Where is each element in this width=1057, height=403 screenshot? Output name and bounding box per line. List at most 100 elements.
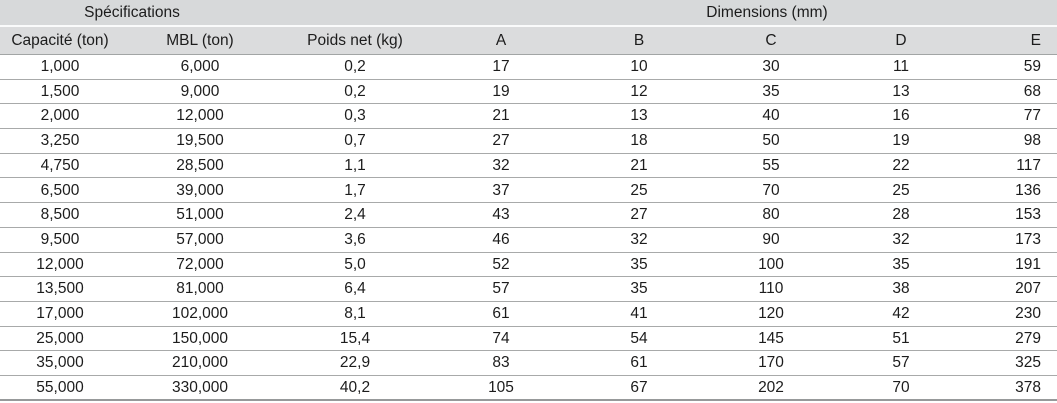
table-cell: 35,000 — [0, 350, 120, 376]
table-cell: 40,2 — [280, 375, 430, 402]
table-cell: 105 — [430, 375, 572, 402]
table-cell: 30 — [706, 54, 836, 80]
table-cell: 21 — [572, 153, 706, 179]
table-row: 35,000 210,000 22,9 83 61 170 57 325 — [0, 350, 1057, 376]
table-cell: 19,500 — [120, 128, 280, 154]
table-cell: 32 — [430, 153, 572, 179]
table-cell: 50 — [706, 128, 836, 154]
table-cell: 28 — [836, 202, 966, 228]
table-row: 4,750 28,500 1,1 32 21 55 22 117 — [0, 153, 1057, 179]
group-header-specifications: Spécifications — [84, 3, 180, 21]
table-cell: 67 — [572, 375, 706, 402]
column-header-row: Capacité (ton) MBL (ton) Poids net (kg) A B C… — [0, 26, 1057, 55]
table-cell: 40 — [706, 103, 836, 130]
table-row: 9,500 57,000 3,6 46 32 90 32 173 — [0, 227, 1057, 253]
table-cell: 120 — [706, 301, 836, 327]
table-cell: 51,000 — [120, 202, 280, 228]
table-cell: 51 — [836, 326, 966, 352]
column-header: Capacité (ton) — [0, 26, 120, 55]
table-cell: 325 — [966, 350, 1057, 376]
table-cell: 61 — [572, 350, 706, 376]
table-cell: 38 — [836, 276, 966, 302]
table-cell: 52 — [430, 252, 572, 278]
table-cell: 17,000 — [0, 301, 120, 327]
table-cell: 35 — [572, 276, 706, 302]
table-cell: 11 — [836, 54, 966, 80]
table-cell: 25,000 — [0, 326, 120, 352]
table-cell: 68 — [966, 79, 1057, 105]
table-cell: 1,500 — [0, 79, 120, 105]
table-cell: 16 — [836, 103, 966, 130]
table-cell: 28,500 — [120, 153, 280, 179]
table-cell: 37 — [430, 177, 572, 204]
table-cell: 70 — [836, 375, 966, 402]
table-cell: 25 — [836, 177, 966, 204]
table-cell: 13 — [836, 79, 966, 105]
table-cell: 1,7 — [280, 177, 430, 204]
table-cell: 55 — [706, 153, 836, 179]
table-cell: 145 — [706, 326, 836, 352]
table-cell: 21 — [430, 103, 572, 130]
table-cell: 13,500 — [0, 276, 120, 302]
table-cell: 59 — [966, 54, 1057, 80]
table-cell: 98 — [966, 128, 1057, 154]
table-cell: 10 — [572, 54, 706, 80]
table-cell: 6,000 — [120, 54, 280, 80]
column-header: B — [572, 26, 706, 55]
table-cell: 279 — [966, 326, 1057, 352]
group-header-row: Spécifications Dimensions (mm) — [0, 0, 1057, 27]
group-header-dimensions: Dimensions (mm) — [706, 3, 828, 21]
table-cell: 173 — [966, 227, 1057, 253]
table-cell: 90 — [706, 227, 836, 253]
table-cell: 35 — [836, 252, 966, 278]
table-cell: 35 — [706, 79, 836, 105]
table-cell: 57,000 — [120, 227, 280, 253]
table-cell: 46 — [430, 227, 572, 253]
table-cell: 191 — [966, 252, 1057, 278]
table-cell: 32 — [572, 227, 706, 253]
table-cell: 0,2 — [280, 54, 430, 80]
table-cell: 210,000 — [120, 350, 280, 376]
table-cell: 12,000 — [120, 103, 280, 130]
table-cell: 230 — [966, 301, 1057, 327]
table-row: 2,000 12,000 0,3 21 13 40 16 77 — [0, 103, 1057, 130]
table-cell: 12 — [572, 79, 706, 105]
table-cell: 72,000 — [120, 252, 280, 278]
table-cell: 2,4 — [280, 202, 430, 228]
table-cell: 43 — [430, 202, 572, 228]
table-cell: 13 — [572, 103, 706, 130]
table-cell: 19 — [430, 79, 572, 105]
table-row: 25,000 150,000 15,4 74 54 145 51 279 — [0, 326, 1057, 352]
table-cell: 70 — [706, 177, 836, 204]
table-cell: 378 — [966, 375, 1057, 402]
table-cell: 117 — [966, 153, 1057, 179]
table-cell: 102,000 — [120, 301, 280, 327]
group-header-band: Spécifications Dimensions (mm) — [0, 0, 1057, 27]
table-cell: 9,000 — [120, 79, 280, 105]
table-cell: 150,000 — [120, 326, 280, 352]
table-body: 1,000 6,000 0,2 17 10 30 11 59 1,500 9,000 0,2 19 12… — [0, 54, 1057, 402]
table-row: 13,500 81,000 6,4 57 35 110 38 207 — [0, 276, 1057, 302]
column-header: D — [836, 26, 966, 55]
table-cell: 1,1 — [280, 153, 430, 179]
table-cell: 9,500 — [0, 227, 120, 253]
table-row: 8,500 51,000 2,4 43 27 80 28 153 — [0, 202, 1057, 228]
table-cell: 202 — [706, 375, 836, 402]
table-cell: 41 — [572, 301, 706, 327]
table-cell: 12,000 — [0, 252, 120, 278]
table-row: 17,000 102,000 8,1 61 41 120 42 230 — [0, 301, 1057, 327]
column-header: A — [430, 26, 572, 55]
table-cell: 170 — [706, 350, 836, 376]
table-cell: 61 — [430, 301, 572, 327]
table-row: 3,250 19,500 0,7 27 18 50 19 98 — [0, 128, 1057, 154]
table-cell: 27 — [430, 128, 572, 154]
table-cell: 100 — [706, 252, 836, 278]
table-cell: 55,000 — [0, 375, 120, 402]
table-cell: 8,500 — [0, 202, 120, 228]
table-cell: 22,9 — [280, 350, 430, 376]
column-header: E — [966, 26, 1057, 55]
table-cell: 77 — [966, 103, 1057, 130]
table-row: 1,000 6,000 0,2 17 10 30 11 59 — [0, 54, 1057, 80]
column-header: MBL (ton) — [120, 26, 280, 55]
table-cell: 22 — [836, 153, 966, 179]
